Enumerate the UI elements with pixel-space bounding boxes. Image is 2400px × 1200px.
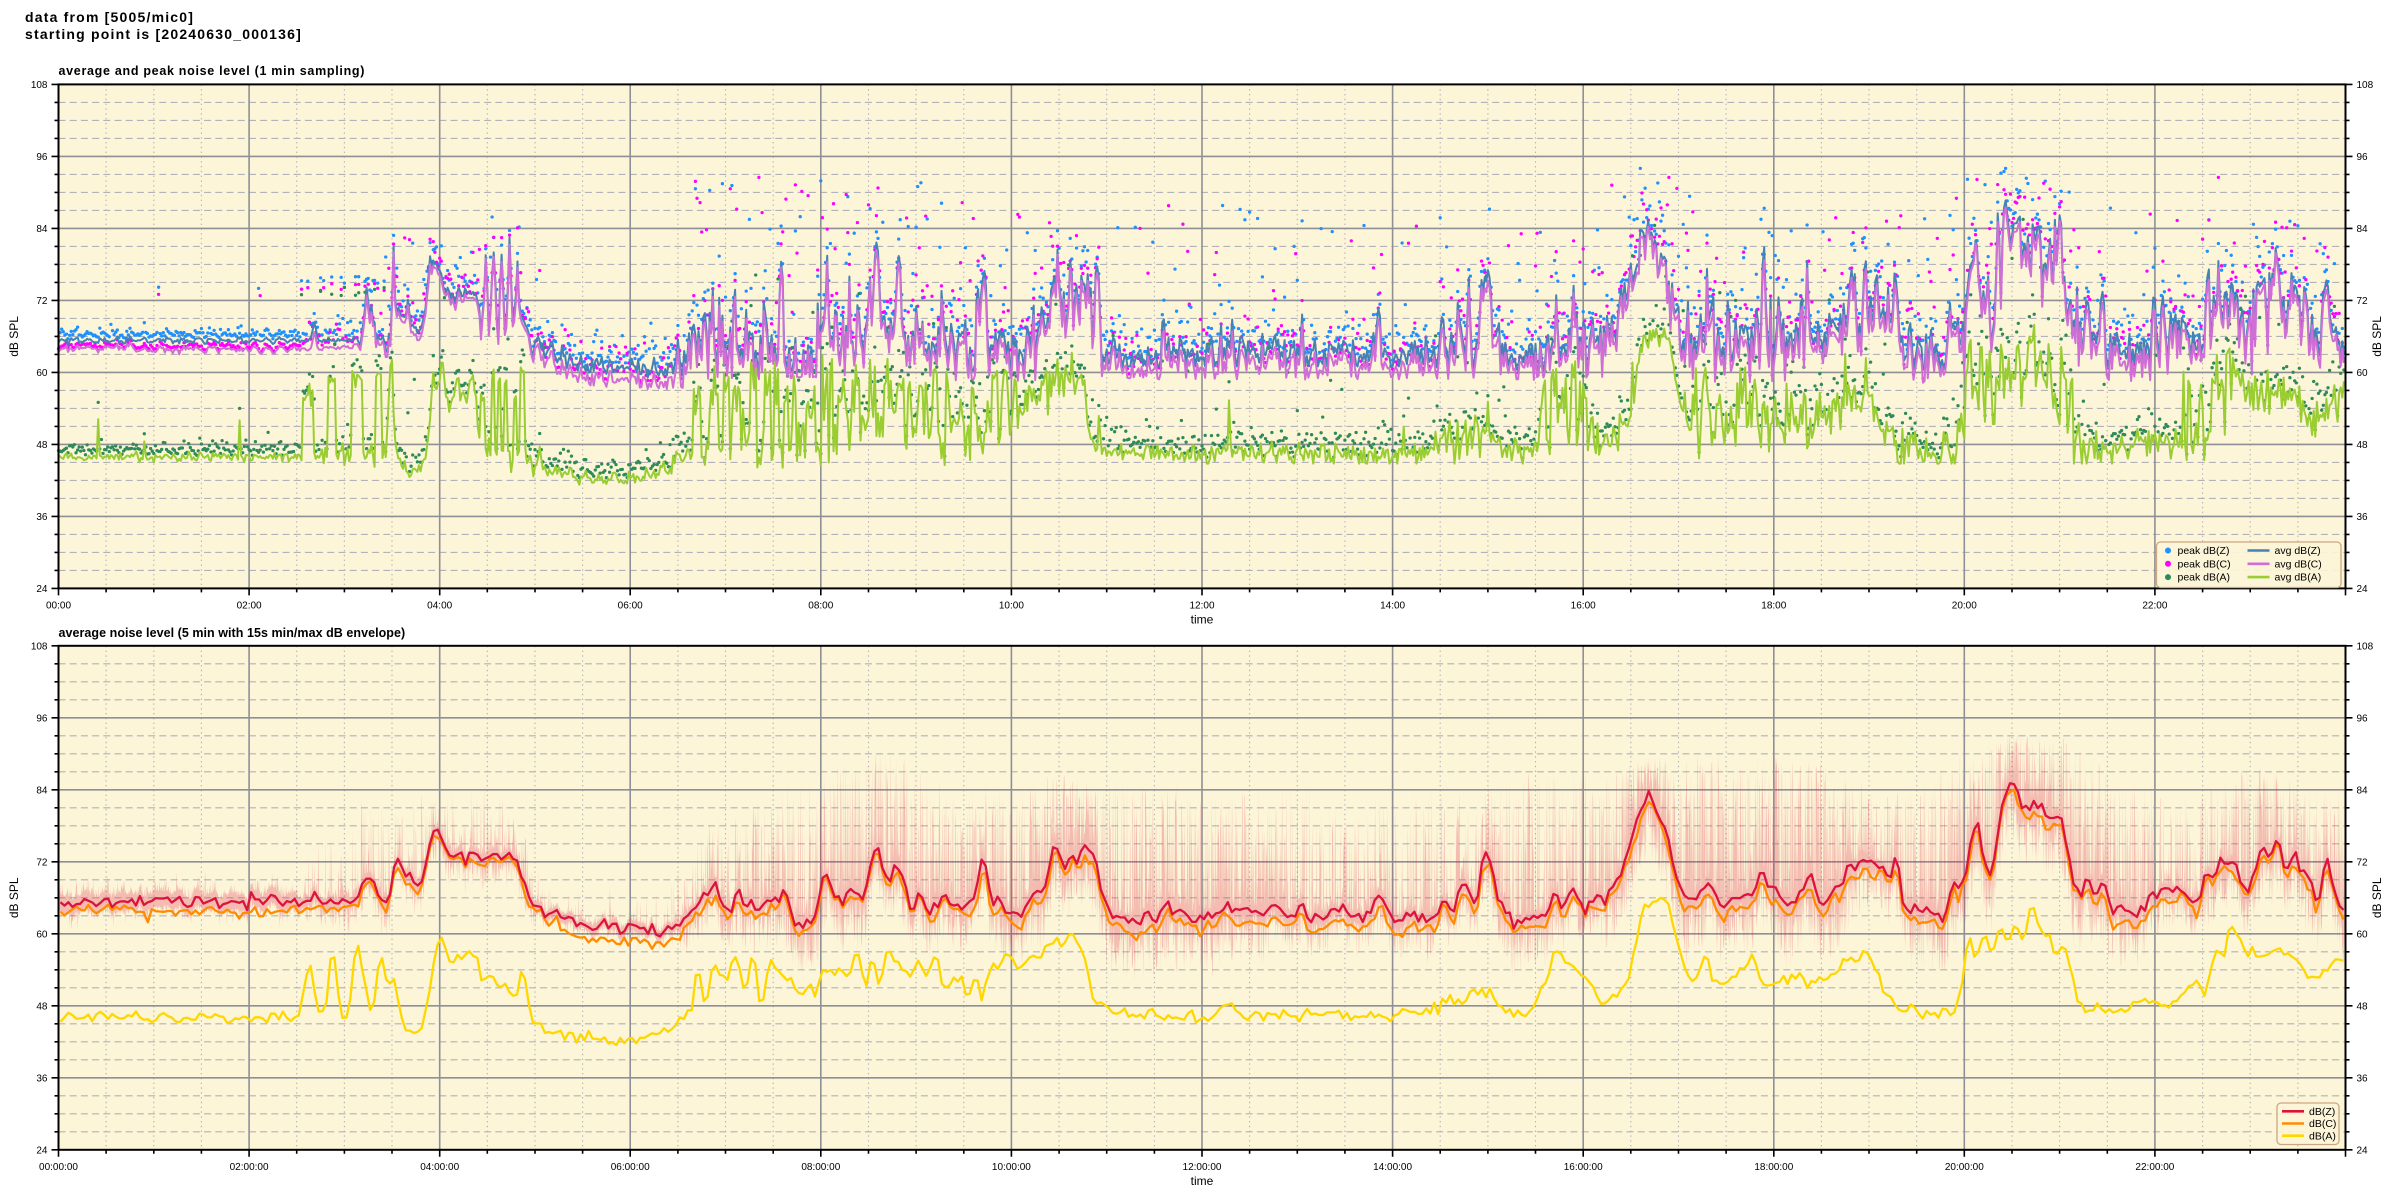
svg-text:dB(Z): dB(Z) — [2309, 1106, 2335, 1118]
svg-text:60: 60 — [2357, 930, 2369, 941]
svg-text:24: 24 — [36, 584, 48, 595]
svg-text:36: 36 — [36, 512, 48, 523]
svg-text:00:00:00: 00:00:00 — [39, 1162, 78, 1173]
svg-text:36: 36 — [2357, 512, 2369, 523]
svg-text:00:00: 00:00 — [46, 600, 71, 611]
svg-text:10:00:00: 10:00:00 — [992, 1162, 1031, 1173]
svg-text:24: 24 — [36, 1146, 48, 1157]
svg-text:84: 84 — [36, 224, 48, 235]
svg-text:24: 24 — [2357, 584, 2369, 595]
svg-text:08:00:00: 08:00:00 — [801, 1162, 840, 1173]
svg-text:average noise level (5 min wit: average noise level (5 min with 15s min/… — [59, 626, 406, 640]
svg-text:60: 60 — [36, 930, 48, 941]
svg-text:avg dB(A): avg dB(A) — [2275, 572, 2322, 584]
svg-text:dB SPL: dB SPL — [2370, 316, 2384, 357]
svg-text:36: 36 — [2357, 1074, 2369, 1085]
svg-text:peak dB(Z): peak dB(Z) — [2178, 545, 2230, 557]
svg-text:60: 60 — [2357, 368, 2369, 379]
svg-text:12:00: 12:00 — [1189, 600, 1214, 611]
svg-text:peak dB(A): peak dB(A) — [2178, 572, 2231, 584]
svg-text:108: 108 — [2357, 642, 2374, 653]
svg-text:96: 96 — [2357, 152, 2369, 163]
svg-text:time: time — [1191, 612, 1214, 626]
svg-text:avg dB(Z): avg dB(Z) — [2275, 545, 2321, 557]
svg-text:02:00:00: 02:00:00 — [230, 1162, 269, 1173]
svg-text:84: 84 — [2357, 224, 2369, 235]
svg-text:avg dB(C): avg dB(C) — [2275, 558, 2322, 570]
svg-text:60: 60 — [36, 368, 48, 379]
svg-text:04:00:00: 04:00:00 — [420, 1162, 459, 1173]
svg-text:24: 24 — [2357, 1146, 2369, 1157]
svg-text:dB SPL: dB SPL — [2370, 877, 2384, 918]
svg-text:average and peak noise level (: average and peak noise level (1 min samp… — [59, 64, 366, 78]
svg-text:data from [5005/mic0]: data from [5005/mic0] — [25, 9, 194, 25]
svg-text:14:00:00: 14:00:00 — [1373, 1162, 1412, 1173]
svg-text:18:00: 18:00 — [1761, 600, 1786, 611]
svg-text:10:00: 10:00 — [999, 600, 1024, 611]
svg-text:dB SPL: dB SPL — [7, 316, 21, 357]
svg-text:84: 84 — [36, 786, 48, 797]
svg-text:84: 84 — [2357, 786, 2369, 797]
svg-text:16:00: 16:00 — [1571, 600, 1596, 611]
svg-text:36: 36 — [36, 1074, 48, 1085]
svg-text:108: 108 — [31, 642, 48, 653]
svg-text:06:00: 06:00 — [618, 600, 643, 611]
svg-text:72: 72 — [2357, 858, 2369, 869]
svg-text:20:00:00: 20:00:00 — [1945, 1162, 1984, 1173]
svg-text:12:00:00: 12:00:00 — [1183, 1162, 1222, 1173]
svg-text:starting point is [20240630_00: starting point is [20240630_000136] — [25, 26, 302, 42]
svg-text:72: 72 — [2357, 296, 2369, 307]
svg-text:108: 108 — [31, 80, 48, 91]
svg-text:48: 48 — [36, 440, 48, 451]
svg-text:time: time — [1191, 1174, 1214, 1188]
svg-text:22:00:00: 22:00:00 — [2135, 1162, 2174, 1173]
svg-text:108: 108 — [2357, 80, 2374, 91]
svg-text:02:00: 02:00 — [237, 600, 262, 611]
svg-text:72: 72 — [36, 858, 48, 869]
svg-text:08:00: 08:00 — [808, 600, 833, 611]
svg-text:dB(A): dB(A) — [2309, 1130, 2336, 1142]
svg-text:06:00:00: 06:00:00 — [611, 1162, 650, 1173]
svg-text:96: 96 — [36, 152, 48, 163]
svg-text:96: 96 — [2357, 714, 2369, 725]
svg-text:96: 96 — [36, 714, 48, 725]
svg-text:72: 72 — [36, 296, 48, 307]
svg-text:18:00:00: 18:00:00 — [1754, 1162, 1793, 1173]
svg-text:48: 48 — [36, 1002, 48, 1013]
svg-text:48: 48 — [2357, 440, 2369, 451]
svg-text:dB SPL: dB SPL — [7, 877, 21, 918]
svg-text:04:00: 04:00 — [427, 600, 452, 611]
svg-text:14:00: 14:00 — [1380, 600, 1405, 611]
svg-text:22:00: 22:00 — [2142, 600, 2167, 611]
svg-text:peak dB(C): peak dB(C) — [2178, 558, 2231, 570]
svg-text:16:00:00: 16:00:00 — [1564, 1162, 1603, 1173]
svg-text:48: 48 — [2357, 1002, 2369, 1013]
svg-text:20:00: 20:00 — [1952, 600, 1977, 611]
svg-text:dB(C): dB(C) — [2309, 1118, 2336, 1130]
